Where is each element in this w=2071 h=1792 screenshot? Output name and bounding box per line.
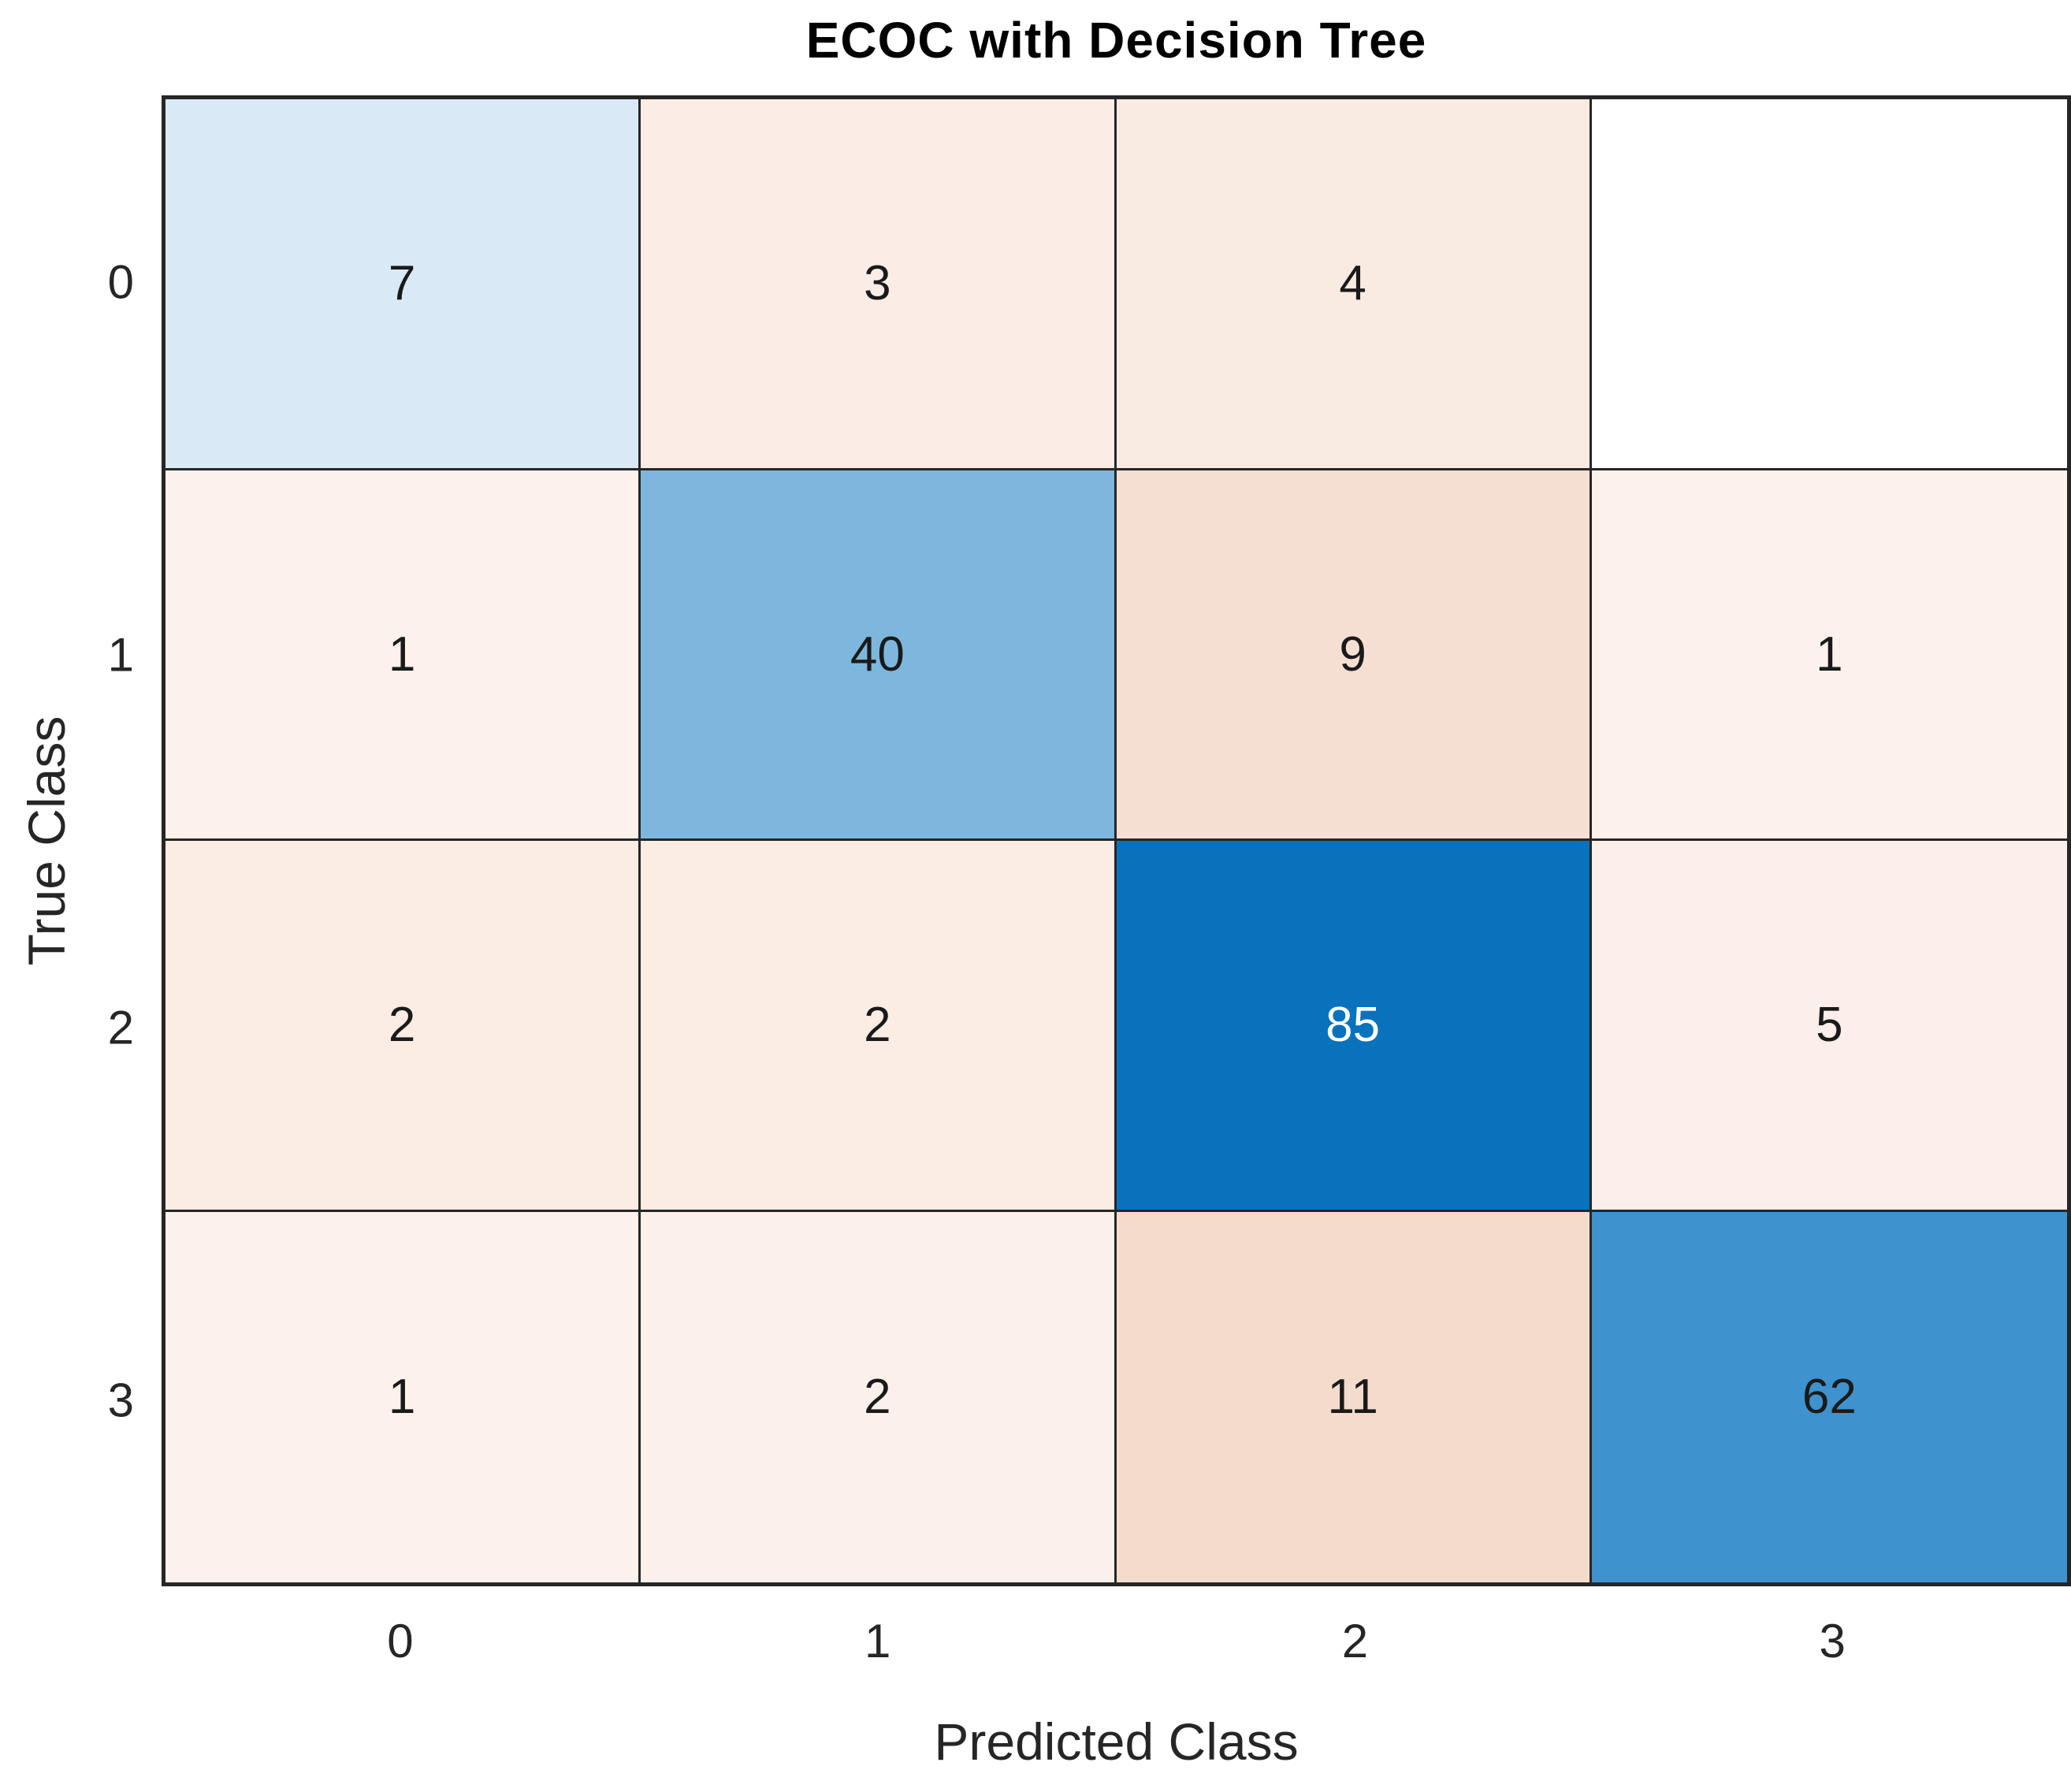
x-tick-label-1: 1: [864, 1615, 891, 1667]
y-tick-label-2: 2: [107, 1001, 134, 1054]
matrix-cell-value: 62: [1801, 1370, 1857, 1425]
matrix-cell-r0c0: 7: [165, 99, 641, 470]
matrix-cell-r1c3: 1: [1591, 470, 2067, 841]
matrix-cell-value: 1: [388, 626, 416, 682]
y-axis-label-text: True Class: [17, 716, 76, 966]
confusion-matrix-grid: 7 3 4 1 40 9 1 2 2 85 5 1 2 11 62: [162, 95, 2071, 1586]
chart-title: ECOC with Decision Tree: [805, 12, 1427, 69]
matrix-cell-r3c2: 11: [1116, 1211, 1592, 1582]
matrix-cell-r2c3: 5: [1591, 841, 2067, 1212]
matrix-cell-value: 2: [864, 1370, 891, 1425]
matrix-cell-r1c0: 1: [165, 470, 641, 841]
matrix-cell-value: 5: [1816, 998, 1843, 1053]
matrix-cell-value: 2: [388, 998, 416, 1053]
matrix-cell-value: 4: [1339, 256, 1366, 311]
matrix-cell-r1c1: 40: [641, 470, 1117, 841]
matrix-cell-r2c0: 2: [165, 841, 641, 1212]
x-axis-label: Predicted Class: [934, 1712, 1299, 1771]
x-tick-label-0: 0: [387, 1615, 414, 1667]
matrix-cell-value: 85: [1326, 998, 1381, 1053]
matrix-cell-r0c2: 4: [1116, 99, 1592, 470]
x-tick-label-3: 3: [1819, 1615, 1846, 1667]
matrix-cell-value: 40: [850, 626, 905, 682]
y-axis-label: True Class: [17, 716, 76, 966]
y-tick-label-1: 1: [107, 628, 134, 681]
matrix-cell-r3c0: 1: [165, 1211, 641, 1582]
matrix-cell-value: 1: [1816, 626, 1843, 682]
matrix-cell-value: 7: [388, 256, 416, 311]
x-tick-label-2: 2: [1341, 1615, 1369, 1667]
matrix-cell-value: 2: [864, 998, 891, 1053]
matrix-cell-value: 11: [1327, 1370, 1378, 1425]
matrix-cell-value: 9: [1339, 626, 1366, 682]
matrix-cell-r0c1: 3: [641, 99, 1117, 470]
matrix-cell-r2c2: 85: [1116, 841, 1592, 1212]
y-tick-label-0: 0: [107, 255, 134, 308]
matrix-cell-r3c3: 62: [1591, 1211, 2067, 1582]
matrix-cell-value: 3: [864, 256, 891, 311]
matrix-cell-r0c3: [1591, 99, 2067, 470]
matrix-cell-r2c1: 2: [641, 841, 1117, 1212]
matrix-cell-value: 1: [388, 1370, 416, 1425]
y-tick-label-3: 3: [107, 1374, 134, 1426]
matrix-cell-r3c1: 2: [641, 1211, 1117, 1582]
matrix-cell-r1c2: 9: [1116, 470, 1592, 841]
